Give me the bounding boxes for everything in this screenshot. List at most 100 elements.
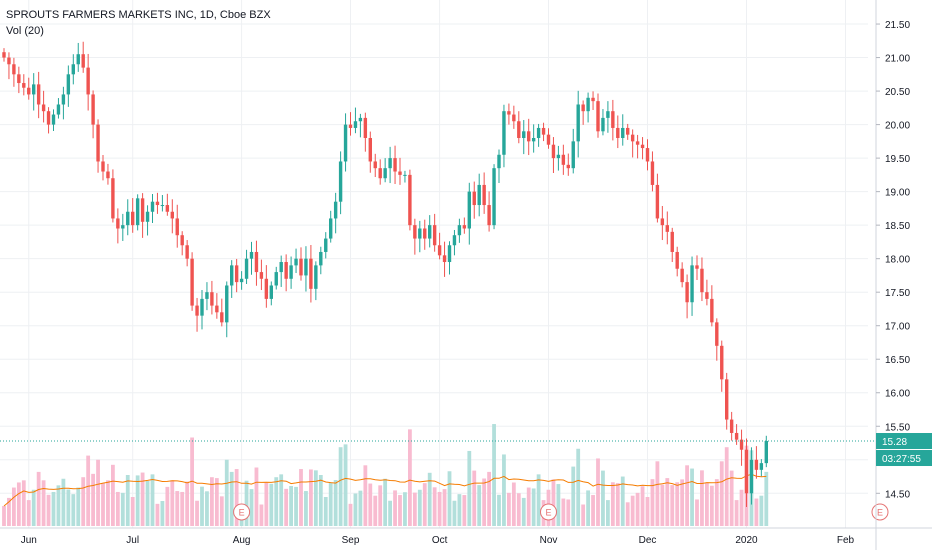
candle-body — [200, 298, 204, 316]
time-tick-label: Jun — [21, 535, 37, 546]
volume-bar — [492, 424, 496, 526]
candle-body — [393, 158, 397, 172]
price-axis[interactable]: 21.50 21.00 20.50 20.00 19.50 19.00 18.50 18.00… — [875, 0, 910, 550]
volume-bar — [61, 478, 66, 526]
candle-body — [17, 74, 21, 84]
price-tick-label: 18.00 — [885, 255, 910, 266]
volume-bar — [437, 491, 442, 526]
volume-bar — [665, 478, 670, 526]
candle-body — [358, 117, 363, 122]
candle-body — [368, 138, 372, 162]
candle-body — [185, 245, 189, 259]
volume-bar — [764, 471, 769, 526]
price-tick-label: 19.50 — [885, 154, 910, 165]
candle-body — [596, 101, 600, 132]
volume-bar — [338, 447, 343, 526]
volume-bar — [724, 447, 729, 526]
volume-bar — [175, 491, 180, 526]
volume-bar — [26, 500, 31, 526]
candle-body — [403, 174, 407, 176]
earnings-marker-icon — [233, 503, 251, 521]
candle-body — [442, 255, 447, 263]
candle-body — [705, 292, 709, 299]
candle-body — [32, 84, 36, 95]
volume-bar — [507, 492, 511, 526]
volume-bar — [7, 497, 11, 526]
volume-bar — [2, 506, 6, 526]
volume-bar — [561, 498, 566, 526]
candle-body — [343, 124, 348, 162]
candle-body — [655, 184, 660, 219]
volume-bar — [46, 494, 51, 526]
price-tick-label: 21.50 — [885, 20, 910, 31]
volume-bar — [596, 458, 600, 526]
volume-bar — [531, 488, 536, 526]
price-tick-label: 16.50 — [885, 355, 910, 366]
volume-bar — [264, 482, 269, 526]
candle-body — [101, 161, 105, 172]
volume-bar — [700, 470, 704, 526]
volume-bar — [482, 478, 487, 526]
candle-body — [121, 225, 125, 229]
candle-body — [531, 138, 536, 142]
candle-body — [502, 111, 506, 155]
volume-bar — [294, 486, 298, 526]
volume-bar — [655, 461, 660, 526]
volume-bar — [115, 491, 120, 526]
volume-bar — [615, 483, 620, 526]
candle-body — [81, 54, 85, 68]
candle-body — [329, 218, 333, 239]
candle-body — [244, 258, 249, 279]
volume-bar — [571, 466, 576, 526]
price-badges: 15.28 03:27:55 — [876, 433, 932, 467]
candle-body — [616, 127, 620, 139]
price-tick-label: 18.50 — [885, 221, 910, 232]
volume-bar — [170, 480, 175, 526]
volume-bar — [536, 474, 541, 526]
volume-bar — [279, 474, 284, 526]
volume-bar — [417, 489, 422, 526]
time-axis[interactable]: Jun Jul Aug Sep Oct Nov Dec 2020 Feb — [0, 527, 932, 546]
volume-bar — [625, 502, 630, 526]
volume-bar — [289, 486, 293, 526]
candle-body — [749, 459, 754, 494]
volume-bar — [670, 485, 675, 526]
candle-body — [259, 272, 264, 279]
candle-body — [140, 198, 145, 222]
volume-bar — [304, 491, 308, 526]
volume-bar — [234, 469, 239, 526]
volume-bar — [447, 471, 452, 526]
candle-body — [477, 184, 481, 206]
volume-bar — [427, 472, 432, 526]
volume-bar — [630, 495, 635, 526]
volume-bar — [645, 497, 650, 526]
candle-body — [437, 245, 442, 256]
symbol-title: SPROUTS FARMERS MARKETS INC, 1D, Cboe BZ… — [6, 9, 271, 21]
volume-bar — [601, 470, 605, 526]
candle-body — [626, 127, 630, 135]
candle-body — [160, 205, 165, 207]
candle-body — [645, 148, 650, 162]
candle-body — [512, 114, 516, 122]
candle-body — [739, 439, 744, 450]
volume-bar — [145, 480, 150, 526]
volume-indicator-label[interactable]: Vol (20) — [6, 25, 44, 37]
price-tick-label: 20.00 — [885, 121, 910, 132]
candle-body — [690, 265, 694, 303]
candle-body — [22, 83, 26, 88]
candle-body — [378, 168, 382, 179]
candle-body — [522, 131, 526, 139]
candle-body — [432, 225, 437, 246]
volume-bar — [739, 489, 744, 526]
candle-body — [462, 225, 467, 229]
candle-body — [581, 104, 585, 112]
volume-bar — [457, 494, 462, 526]
volume-bar — [328, 482, 333, 526]
candle-body — [551, 144, 556, 159]
volume-bars — [2, 424, 769, 526]
volume-bar — [650, 479, 655, 526]
volume-bar — [462, 495, 467, 526]
candle-body — [264, 278, 269, 299]
volume-bar — [101, 483, 105, 526]
